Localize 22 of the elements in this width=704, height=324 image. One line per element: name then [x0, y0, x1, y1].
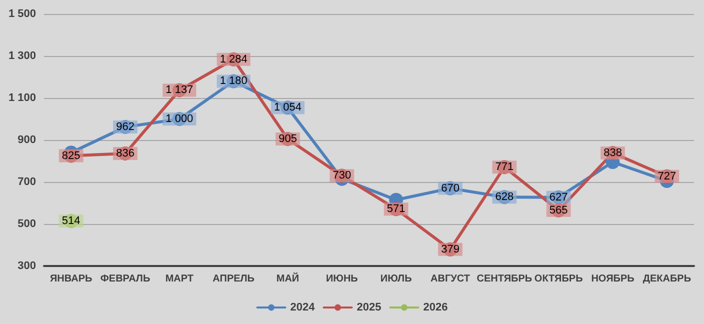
- legend-label: 2025: [356, 302, 382, 314]
- x-tick-label: МАЙ: [276, 272, 300, 284]
- y-tick-label: 1 300: [8, 50, 36, 62]
- y-tick-label: 1 500: [8, 8, 36, 20]
- legend-label: 2026: [423, 302, 448, 314]
- x-tick-label: АВГУСТ: [430, 274, 470, 284]
- y-tick-label: 300: [18, 260, 36, 272]
- x-tick-label: НОЯБРЬ: [591, 274, 634, 284]
- y-tick-label: 1 100: [8, 92, 36, 104]
- x-tick-label: МАРТ: [165, 274, 194, 284]
- legend-label: 2024: [290, 302, 316, 314]
- y-tick-label: 500: [18, 218, 36, 230]
- x-tick-label: СЕНТЯБРЬ: [476, 274, 532, 284]
- x-tick-label: ИЮЛЬ: [380, 274, 412, 284]
- x-tick-label: ДЕКАБРЬ: [642, 274, 692, 284]
- y-tick-label: 900: [18, 134, 36, 146]
- x-tick-label: ФЕВРАЛЬ: [100, 274, 150, 284]
- x-tick-label: ИЮНЬ: [326, 274, 358, 284]
- x-tick-label: ЯНВАРЬ: [50, 274, 92, 284]
- x-tick-label: АПРЕЛЬ: [212, 274, 254, 284]
- x-tick-label: ОКТЯБРЬ: [534, 274, 583, 284]
- y-tick-label: 700: [18, 176, 36, 188]
